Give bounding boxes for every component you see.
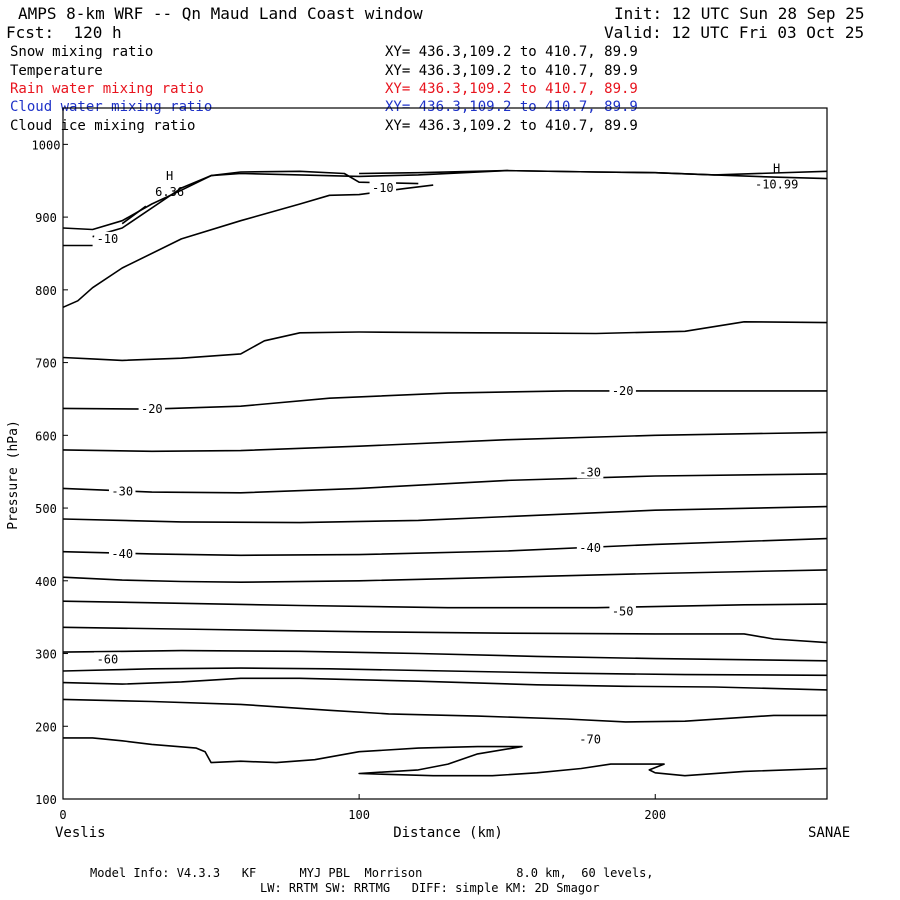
- isotherm-line-4: [62, 649, 828, 662]
- isotherm-line-0: [63, 737, 828, 777]
- chart-title: AMPS 8-km WRF -- Qn Maud Land Coast wind…: [18, 4, 423, 23]
- x-tick-label-100: 100: [348, 808, 370, 822]
- field-xy-snow: XY= 436.3,109.2 to 410.7, 89.9: [385, 44, 638, 60]
- y-tick-label-300: 300: [35, 648, 57, 662]
- isotherm-line-18: [121, 205, 147, 225]
- contour-label-8: -20: [612, 384, 634, 398]
- field-xy-temperature: XY= 436.3,109.2 to 410.7, 89.9: [385, 63, 638, 79]
- left-endpoint-label: Veslis: [55, 825, 106, 841]
- isotherm-line-14: [62, 184, 434, 309]
- contour-label-bg-1: [94, 652, 121, 666]
- isotherm-line-2: [62, 677, 828, 691]
- contour-label-bg-3: [108, 546, 136, 560]
- field-name-cloud-ice: Cloud ice mixing ratio: [10, 118, 196, 134]
- contour-label-0: -70: [579, 732, 601, 746]
- contour-label-1: -60: [97, 652, 119, 666]
- extremum-marker-0: H: [166, 169, 173, 183]
- extrema-group: H 6.36 H -10.99: [155, 162, 798, 199]
- y-tick-label-600: 600: [35, 429, 57, 443]
- contour-label-bg-8: [609, 383, 636, 397]
- y-tick-label-100: 100: [35, 793, 57, 807]
- y-tick-label-900: 900: [35, 211, 57, 225]
- isotherm-group: [62, 169, 828, 777]
- x-tick-label-200: 200: [644, 808, 666, 822]
- contour-label-bg-4: [576, 541, 604, 555]
- isotherm-line-16: [92, 170, 419, 238]
- init-time: Init: 12 UTC Sun 28 Sep 25: [614, 4, 865, 23]
- model-info-line1: Model Info: V4.3.3 KF MYJ PBL Morrison 8…: [90, 866, 654, 880]
- contour-label-2: -50: [612, 604, 634, 618]
- isotherm-line-15: [62, 169, 828, 231]
- plot-frame: [62, 107, 828, 800]
- valid-time: Valid: 12 UTC Fri 03 Oct 25: [604, 23, 865, 42]
- y-tick-label-1000: 1000: [32, 138, 61, 152]
- isotherm-line-13: [62, 320, 828, 362]
- contour-label-bg-9: [94, 231, 121, 245]
- field-xy-rain: XY= 436.3,109.2 to 410.7, 89.9: [385, 81, 638, 97]
- extremum-marker-1: H: [773, 162, 780, 176]
- isotherm-line-12: [62, 390, 827, 410]
- y-tick-label-200: 200: [35, 720, 57, 734]
- x-tick-label-0: 0: [59, 808, 66, 822]
- y-tick-label-500: 500: [35, 502, 57, 516]
- isotherm-line-1: [62, 698, 827, 723]
- isotherm-line-6: [62, 600, 828, 609]
- field-name-snow: Snow mixing ratio: [10, 44, 154, 60]
- contour-label-9: -10: [97, 232, 119, 246]
- x-axis-title: Distance (km): [393, 825, 503, 841]
- contour-label-10: -10: [372, 181, 394, 195]
- contour-label-bg-0: [576, 732, 604, 746]
- isotherm-line-9: [62, 505, 828, 524]
- contour-label-4: -40: [579, 541, 601, 555]
- y-tick-label-700: 700: [35, 357, 57, 371]
- isotherm-line-7: [62, 569, 828, 584]
- y-tick-label-800: 800: [35, 284, 57, 298]
- contour-label-6: -30: [579, 465, 601, 479]
- isotherm-line-10: [62, 473, 828, 494]
- contour-label-bg-6: [576, 465, 604, 479]
- y-axis-title: Pressure (hPa): [6, 420, 21, 530]
- isotherm-line-8: [62, 537, 828, 557]
- contour-label-bg-2: [609, 604, 636, 618]
- y-tick-label-400: 400: [35, 575, 57, 589]
- isotherm-line-11: [62, 431, 828, 453]
- isotherm-line-5: [62, 626, 828, 644]
- isotherm-line-3: [62, 667, 828, 677]
- contour-label-7: -20: [141, 402, 163, 416]
- forecast-hour: Fcst: 120 h: [6, 23, 122, 42]
- x-axis: 0 100 200: [59, 794, 666, 822]
- contour-label-5: -30: [111, 484, 133, 498]
- contour-label-group: -70 -60 -50 -40 -40 -30 -30 -20 -20 -10 -10: [94, 181, 636, 746]
- field-xy-cloud-water: XY= 436.3,109.2 to 410.7, 89.9: [385, 99, 638, 115]
- right-endpoint-label: SANAE: [808, 825, 850, 841]
- isotherm-line-19: [359, 169, 828, 176]
- model-info-line2: LW: RRTM SW: RRTMG DIFF: simple KM: 2D S…: [260, 881, 600, 895]
- field-name-temperature: Temperature: [10, 63, 103, 79]
- extremum-value-1: -10.99: [755, 178, 798, 192]
- field-name-cloud-water: Cloud water mixing ratio: [10, 99, 213, 115]
- y-axis: 100 200 300 400 500 600 700 800 900 1000: [32, 138, 68, 807]
- contour-label-bg-10: [369, 181, 397, 195]
- field-name-rain: Rain water mixing ratio: [10, 81, 204, 97]
- extremum-value-0: 6.36: [155, 185, 184, 199]
- field-xy-cloud-ice: XY= 436.3,109.2 to 410.7, 89.9: [385, 118, 638, 134]
- contour-label-bg-7: [138, 402, 166, 416]
- contour-label-bg-5: [108, 484, 136, 498]
- contour-label-3: -40: [111, 547, 133, 561]
